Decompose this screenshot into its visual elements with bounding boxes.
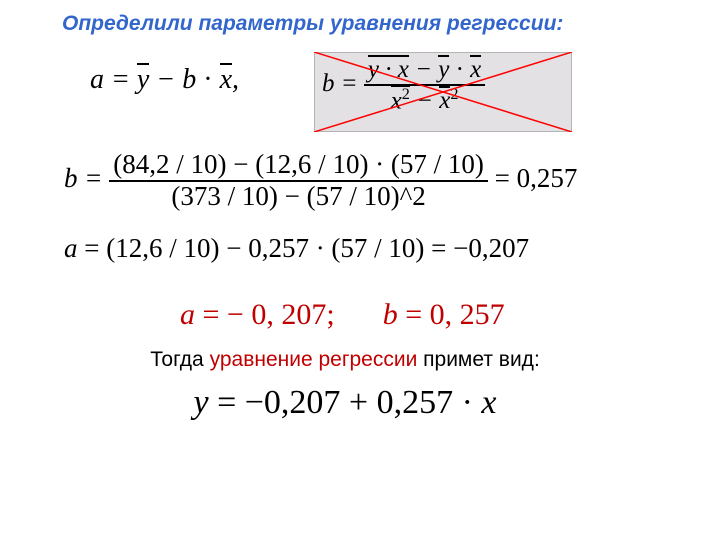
eq-sign: = (104, 64, 137, 95)
minus: − (149, 64, 182, 95)
x-bar: x (470, 56, 481, 84)
then-pre: Тогда (150, 348, 209, 371)
minus: − (409, 56, 438, 83)
yx-bar: y · x (368, 56, 409, 84)
fraction: y · x − y · x x2 − x2 (364, 56, 485, 114)
denominator: x2 − x2 (364, 86, 485, 115)
dot: · (196, 64, 219, 95)
a-value: = − 0, 207; (195, 298, 335, 331)
parameters-result: a = − 0, 207; b = 0, 257 (180, 298, 680, 332)
formula-a-definition: a = y − b · x, (90, 64, 239, 96)
numerator: y · x − y · x (364, 56, 485, 86)
definitions-row: a = y − b · x, b = y · x − y · x x2 − x2 (50, 46, 680, 134)
a-numeric-calc: a = (12,6 / 10) − 0,257 · (57 / 10) = −0… (64, 233, 680, 264)
var-a: a (90, 64, 104, 95)
minus: − (410, 87, 439, 114)
rhs: = 0,257 (488, 163, 577, 193)
b-label: b (383, 298, 398, 331)
sq: 2 (450, 85, 458, 103)
eq-sign: = (335, 70, 364, 97)
formula-b-definition: b = y · x − y · x x2 − x2 (322, 56, 485, 114)
comma: , (232, 64, 239, 95)
formula-b-definition-box: b = y · x − y · x x2 − x2 (314, 52, 572, 132)
eq-sign: = (78, 163, 110, 193)
final-equation: y = −0,207 + 0,257 · x (50, 384, 680, 422)
y-bar: y (137, 64, 149, 96)
var-b: b (322, 70, 335, 97)
slide-title: Определили параметры уравнения регрессии… (62, 12, 680, 36)
b-value: = 0, 257 (398, 298, 505, 331)
a-label: a (180, 298, 195, 331)
x-bar: x (220, 64, 232, 96)
then-text: Тогда уравнение регрессии примет вид: (50, 348, 680, 372)
sq: 2 (402, 85, 410, 103)
y-bar: y (438, 56, 449, 84)
x2-bar: x2 (391, 86, 410, 115)
then-highlight: уравнение регрессии (210, 348, 418, 371)
denominator: (373 / 10) − (57 / 10)^2 (109, 182, 488, 212)
b-numeric-calc: b = (84,2 / 10) − (12,6 / 10) · (57 / 10… (64, 150, 680, 211)
fraction: (84,2 / 10) − (12,6 / 10) · (57 / 10) (3… (109, 150, 488, 211)
then-post: примет вид: (417, 348, 539, 371)
x-bar: x (439, 87, 450, 115)
dot: · (449, 56, 470, 83)
numerator: (84,2 / 10) − (12,6 / 10) · (57 / 10) (109, 150, 488, 182)
var-b: b (182, 64, 196, 95)
var-b: b (64, 163, 78, 193)
